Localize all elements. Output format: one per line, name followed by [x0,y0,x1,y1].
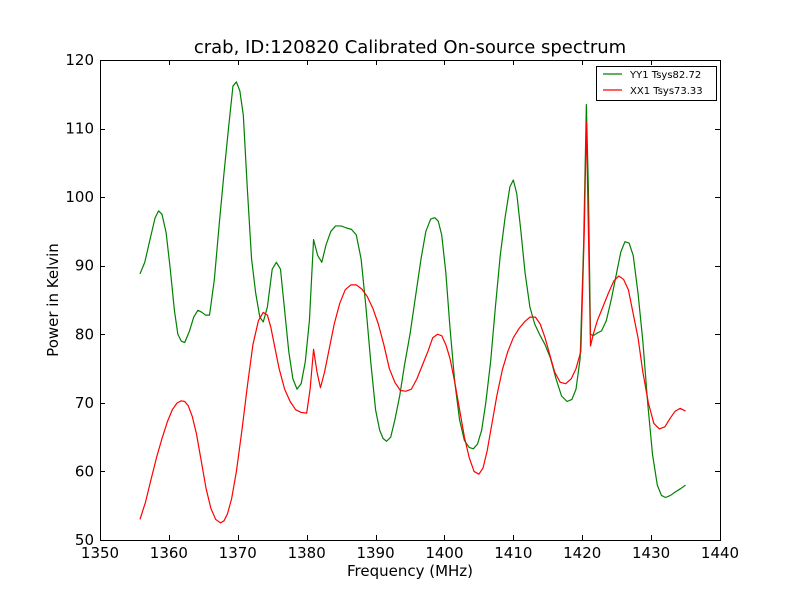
y-tick-label: 110 [65,120,94,138]
legend-box [596,66,717,101]
x-tick-label: 1420 [563,544,601,562]
x-tick-label: 1390 [356,544,394,562]
plot-area [139,81,686,524]
chart-title: crab, ID:120820 Calibrated On-source spe… [194,37,626,58]
y-tick-label: 100 [65,188,94,206]
y-tick-label: 50 [75,531,94,549]
y-tick-label: 60 [75,462,94,480]
y-axis-label: Power in Kelvin [44,243,62,357]
x-tick-label: 1410 [494,544,532,562]
x-tick-label: 1350 [81,544,119,562]
legend-label-xx1: XX1 Tsys73.33 [630,86,703,97]
x-tick-label: 1360 [150,544,188,562]
x-tick-label: 1440 [701,544,739,562]
y-tick-label: 120 [65,51,94,69]
axes-frame [100,60,721,541]
y-tick-label: 80 [75,325,94,343]
axis-ticks: 1350 1360 1370 1380 1390 1400 1410 1420 1430 1440… [65,51,739,562]
series-line-yy1 [139,81,686,499]
x-tick-label: 1370 [219,544,257,562]
y-tick-label: 90 [75,257,94,275]
legend-label-yy1: YY1 Tsys82.72 [629,70,701,81]
x-tick-label: 1380 [288,544,326,562]
series-line-xx1 [139,121,686,524]
x-axis-label: Frequency (MHz) [347,562,473,580]
x-tick-label: 1430 [632,544,670,562]
x-tick-label: 1400 [425,544,463,562]
legend: YY1 Tsys82.72 XX1 Tsys73.33 [596,66,717,101]
y-tick-label: 70 [75,394,94,412]
